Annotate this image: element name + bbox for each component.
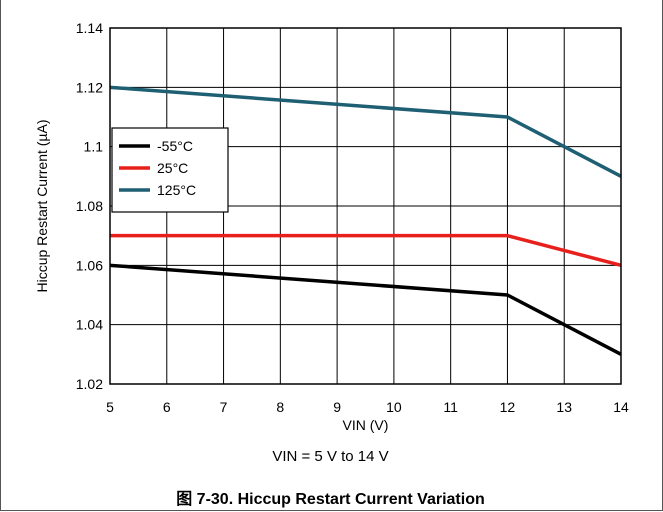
x-tick-label: 10 — [386, 399, 402, 415]
series-line-0 — [109, 263, 622, 356]
y-tick-label: 1.14 — [76, 20, 103, 36]
y-tick-label: 1.06 — [76, 257, 103, 273]
series-line-1 — [110, 233, 622, 268]
y-axis-title: Hiccup Restart Current (µA) — [34, 120, 50, 293]
legend-label: -55°C — [157, 138, 193, 154]
series-line-2 — [109, 85, 622, 178]
x-tick-label: 6 — [163, 399, 171, 415]
plot-border — [109, 27, 622, 385]
legend-label: 25°C — [157, 160, 188, 176]
hiccup-restart-current-chart: 5 6 7 8 9 10 11 12 13 14 1.021.041.061.081.11.121… — [34, 20, 629, 433]
x-tick-label: 11 — [443, 399, 458, 415]
x-tick-label: 12 — [500, 399, 516, 415]
y-tick-label: 1.04 — [76, 317, 103, 333]
x-tick-label: 13 — [556, 399, 572, 415]
y-tick-label: 1.02 — [76, 376, 103, 392]
x-tick-label: 7 — [220, 399, 228, 415]
x-tick-label: 9 — [333, 399, 341, 415]
legend-label: 125°C — [157, 182, 196, 198]
legend: -55°C 25°C 125°C — [111, 127, 229, 213]
y-tick-label: 1.08 — [76, 198, 103, 214]
x-axis-title: VIN (V) — [343, 417, 389, 433]
x-axis-ticks: 5 6 7 8 9 10 11 12 13 14 — [106, 399, 629, 415]
y-tick-label: 1.12 — [76, 79, 103, 95]
x-tick-label: 14 — [613, 399, 629, 415]
y-axis-ticks: 1.02 1.04 1.06 1.08 1.1 1.12 1.14 — [76, 20, 103, 392]
y-tick-label: 1.1 — [84, 139, 104, 155]
series-layer — [109, 85, 622, 356]
x-tick-label: 5 — [106, 399, 114, 415]
legend-box — [111, 127, 229, 213]
x-tick-label: 8 — [276, 399, 284, 415]
test-condition: VIN = 5 V to 14 V — [272, 448, 389, 465]
figure-caption: 图 7-30. Hiccup Restart Current Variation — [176, 491, 485, 508]
